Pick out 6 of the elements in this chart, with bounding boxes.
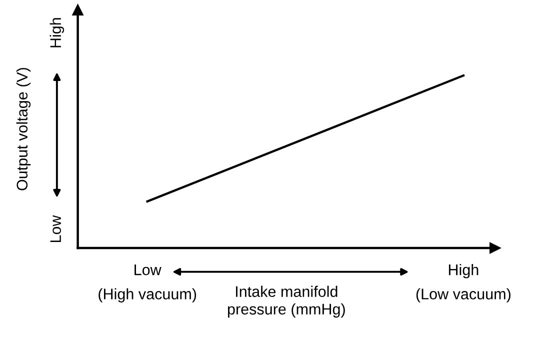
x-axis-title: Intake manifold pressure (mmHg) (228, 286, 345, 318)
x-tick-label: High (Low vacuum) (416, 264, 510, 302)
text: High (50, 18, 64, 48)
text: Low (50, 215, 62, 242)
x-tick-label: Low (High vacuum) (98, 264, 196, 302)
y-axis-title: Output voltage (V) (16, 68, 31, 190)
